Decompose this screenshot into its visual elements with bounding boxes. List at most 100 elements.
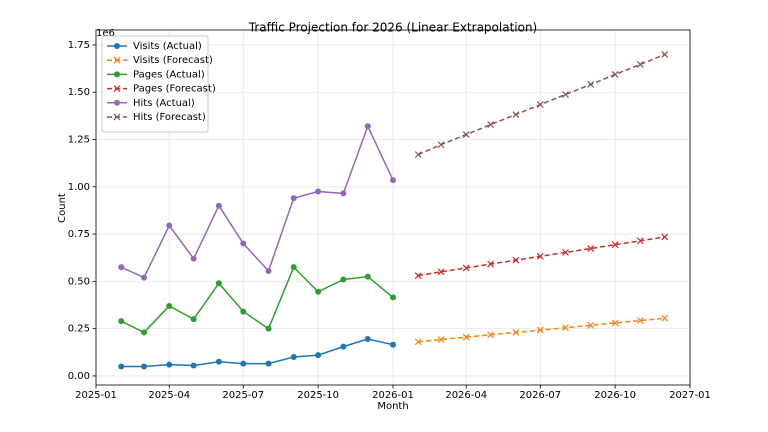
x-tick-label: 2027-01 [669, 390, 711, 401]
legend: Visits (Actual) Visits (Forecast) Pages (A… [101, 35, 216, 133]
point [536, 326, 544, 334]
point [166, 302, 173, 309]
point [562, 324, 569, 332]
point [166, 361, 173, 368]
point [141, 363, 148, 370]
point [340, 190, 347, 197]
point [141, 329, 148, 336]
point [462, 333, 470, 341]
point [364, 123, 371, 130]
point [364, 273, 371, 280]
point [487, 260, 495, 268]
point [661, 233, 669, 241]
point [364, 336, 371, 343]
point [340, 276, 347, 283]
point [141, 274, 148, 281]
x-tick-label: 2026-10 [594, 390, 636, 401]
point [536, 252, 544, 260]
legend-label: Visits (Forecast) [133, 55, 213, 66]
point [265, 360, 272, 367]
x-tick-label: 2025-10 [297, 390, 339, 401]
point [661, 50, 669, 58]
y-tick-label: 0.25 [68, 324, 90, 335]
y-tick-label: 0.00 [68, 371, 90, 382]
point [437, 268, 445, 276]
point [315, 288, 322, 295]
point [290, 264, 297, 271]
point [587, 321, 595, 329]
point [315, 352, 322, 359]
point [512, 256, 520, 264]
point [437, 336, 445, 343]
legend-marker [113, 113, 121, 121]
legend-marker [113, 56, 121, 64]
x-axis-label: Month [377, 401, 408, 412]
point [190, 362, 197, 369]
point [265, 325, 272, 332]
point [636, 60, 644, 68]
point [636, 317, 644, 325]
legend-label: Hits (Actual) [133, 98, 195, 109]
point [190, 316, 197, 323]
point [190, 255, 197, 262]
point [166, 222, 173, 229]
x-tick-label: 2025-01 [75, 390, 117, 401]
point [611, 319, 619, 327]
x-tick-label: 2025-07 [222, 390, 264, 401]
legend-box [101, 35, 209, 133]
y-tick-label: 0.75 [68, 229, 90, 240]
point [118, 363, 125, 370]
point [118, 264, 125, 271]
point [636, 237, 644, 245]
legend-marker [114, 71, 120, 78]
point [240, 360, 247, 367]
point [587, 81, 595, 88]
point [414, 272, 422, 280]
series-line [120, 124, 394, 279]
legend-label: Pages (Forecast) [133, 84, 216, 95]
point [611, 241, 619, 249]
legend-label: Pages (Actual) [133, 69, 205, 80]
point [487, 121, 495, 128]
point [390, 341, 396, 348]
point [215, 280, 222, 287]
point [215, 202, 222, 209]
point [414, 151, 422, 159]
y-tick-label: 1.50 [68, 87, 90, 98]
chart-title: Traffic Projection for 2026 (Linear Extr… [248, 21, 537, 35]
point [240, 308, 247, 315]
point [290, 195, 297, 202]
point [661, 314, 669, 322]
point [215, 358, 222, 365]
x-tick-label: 2026-07 [519, 390, 561, 401]
legend-marker [114, 99, 120, 106]
legend-label: Hits (Forecast) [133, 112, 206, 123]
legend-marker [113, 85, 121, 93]
point [118, 318, 125, 325]
x-tick-label: 2025-04 [148, 390, 190, 401]
point [562, 91, 569, 98]
point [315, 188, 322, 195]
x-tick-label: 2026-01 [372, 390, 414, 401]
point [437, 141, 445, 149]
y-offset-label: 1e6 [96, 28, 115, 39]
series-line [120, 265, 394, 334]
series-line [121, 338, 394, 368]
point [290, 354, 297, 361]
legend-label: Visits (Actual) [133, 41, 202, 52]
point [462, 264, 470, 272]
y-tick-label: 1.25 [68, 135, 90, 146]
point [611, 71, 619, 78]
y-tick-label: 0.50 [68, 276, 90, 287]
y-tick-label: 1.00 [68, 182, 90, 193]
point [462, 131, 470, 139]
point [265, 267, 272, 274]
point [487, 331, 495, 339]
point [390, 294, 396, 301]
point [562, 248, 569, 256]
point [587, 245, 595, 252]
y-axis-label: Count [57, 193, 68, 223]
point [512, 111, 520, 118]
x-tick-label: 2026-04 [445, 390, 487, 401]
